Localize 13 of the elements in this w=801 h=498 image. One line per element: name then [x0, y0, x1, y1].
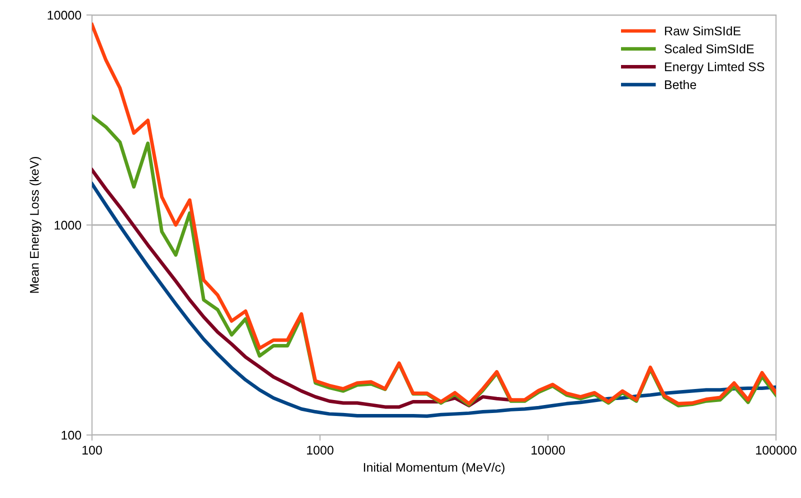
- x-tick-label: 1000: [307, 446, 334, 455]
- y-tick-label: 1000: [54, 220, 82, 230]
- x-axis-title: Initial Momentum (MeV/c): [364, 462, 504, 474]
- y-axis-title: Mean Energy Loss (keV): [30, 156, 42, 293]
- legend-label: Scaled SimSIdE: [664, 44, 754, 54]
- legend-label: Raw SimSIdE: [665, 26, 741, 36]
- legend-label: Bethe: [665, 80, 696, 90]
- x-tick-label: 10000: [532, 446, 565, 455]
- legend-label: Energy Limted SS: [665, 62, 764, 74]
- y-tick-label: 10000: [48, 10, 82, 20]
- x-tick-label: 100: [82, 446, 102, 455]
- x-tick-label: 100000: [756, 446, 796, 455]
- y-tick-label: 100: [62, 430, 82, 440]
